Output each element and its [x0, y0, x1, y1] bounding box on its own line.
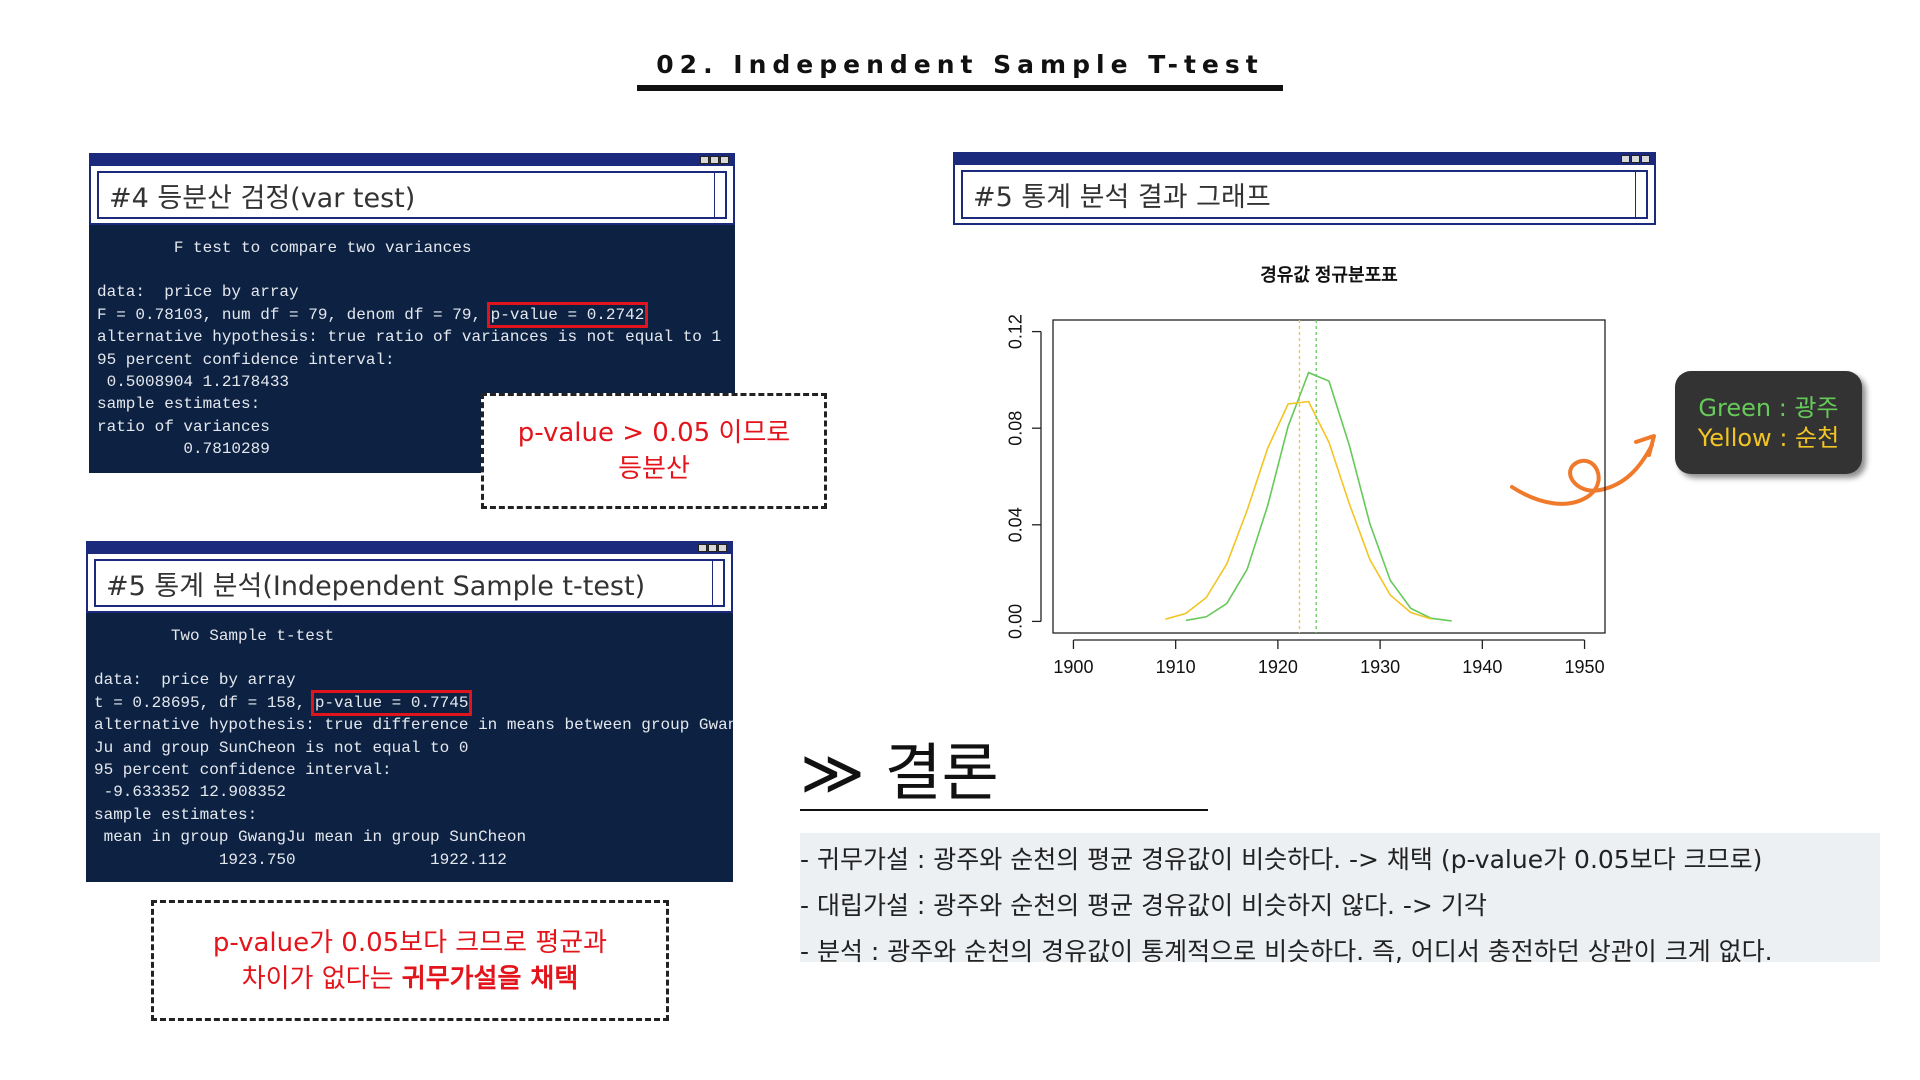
window: #5 통계 분석(Independent Sample t-test)	[86, 541, 733, 613]
window: #4 등분산 검정(var test)	[89, 153, 735, 225]
console-line: data: price by array	[94, 671, 296, 690]
console-line: F = 0.78103, num df = 79, denom df = 79,…	[97, 301, 735, 328]
window-title: #4 등분산 검정(var test)	[97, 171, 727, 219]
chart-title: 경유값 정규분포표	[1260, 265, 1397, 285]
arrow	[1510, 443, 1654, 506]
conclusion-list: - 귀무가설 : 광주와 순천의 평균 경유값이 비슷하다. -> 채택 (p-…	[800, 833, 1880, 966]
console-text: F = 0.78103, num df = 79, denom df = 79,	[97, 305, 491, 324]
console-line: sample estimates:	[94, 805, 258, 824]
y-tick-label: 0.08	[1006, 411, 1026, 446]
y-tick-label: 0.00	[1006, 604, 1026, 639]
console-text: t = 0.28695, df = 158,	[94, 693, 315, 712]
note-line: 등분산	[618, 454, 690, 484]
title-rule	[637, 85, 1283, 91]
conclusion-item: - 대립가설 : 광주와 순천의 평균 경유값이 비슷하지 않다. -> 기각	[800, 891, 1487, 920]
arrow-head	[1634, 434, 1656, 457]
series-line	[1165, 400, 1432, 620]
x-tick-label: 1900	[1053, 657, 1093, 677]
console-line: ratio of variances	[97, 417, 270, 436]
console-line: -9.633352 12.908352	[94, 783, 287, 802]
note: p-value가 0.05보다 크므로 평균과 차이가 없다는 귀무가설을 채택	[151, 900, 669, 1021]
window-bar	[88, 543, 731, 554]
conclusion-heading: ≫ 결론	[800, 736, 999, 809]
console-line: 95 percent confidence interval:	[97, 350, 395, 369]
console: Two Sample t-test data: price by array t =…	[86, 613, 733, 882]
y-tick-label: 0.12	[1006, 314, 1026, 349]
x-tick-label: 1910	[1156, 657, 1196, 677]
window-bar	[91, 155, 733, 166]
window-bar	[955, 154, 1654, 165]
window: #5 통계 분석 결과 그래프	[953, 152, 1656, 225]
legend-entry: Green : 광주	[1698, 393, 1839, 422]
y-tick-label: 0.04	[1006, 507, 1026, 542]
console-line: mean in group GwangJu mean in group SunC…	[94, 828, 527, 847]
window-title: #5 통계 분석(Independent Sample t-test)	[94, 559, 725, 607]
legend: Green : 광주 Yellow : 순천	[1675, 371, 1862, 474]
console-line: F test to compare two variances	[97, 239, 472, 257]
highlight: p-value = 0.2742	[486, 301, 649, 328]
console-line: 0.5008904 1.2178433	[97, 373, 290, 392]
console-line: 95 percent confidence interval:	[94, 761, 392, 780]
window-title: #5 통계 분석 결과 그래프	[961, 170, 1648, 219]
console-line: Two Sample t-test	[94, 627, 335, 645]
conclusion-item: - 분석 : 광주와 순천의 경유값이 통계적으로 비슷하다. 즉, 어디서 충…	[800, 937, 1773, 966]
x-tick-label: 1930	[1360, 657, 1400, 677]
console-line: Ju and group SunCheon is not equal to 0	[94, 738, 469, 757]
console-line: 0.7810289	[97, 440, 270, 459]
note-line: p-value > 0.05 이므로	[517, 418, 791, 448]
console-line: t = 0.28695, df = 158, p-value = 0.7745	[94, 689, 733, 716]
heading-rule	[800, 809, 1208, 811]
legend-entry: Yellow : 순천	[1697, 423, 1840, 452]
console-line: 1923.750 1922.112	[94, 850, 507, 869]
x-tick-label: 1950	[1565, 657, 1605, 677]
conclusion-item: - 귀무가설 : 광주와 순천의 평균 경유값이 비슷하다. -> 채택 (p-…	[800, 845, 1763, 874]
note-emphasis: 귀무가설을 채택	[401, 963, 579, 994]
note-line: 차이가 없다는 귀무가설을 채택	[154, 961, 666, 997]
console-line: data: price by array	[97, 283, 299, 302]
console-line: alternative hypothesis: true difference …	[94, 716, 733, 735]
series-line	[1185, 371, 1452, 622]
slide-title: 02. Independent Sample T-test	[656, 50, 1264, 79]
highlight: p-value = 0.7745	[310, 689, 473, 716]
x-tick-label: 1940	[1462, 657, 1502, 677]
x-tick-label: 1920	[1258, 657, 1298, 677]
plot-box	[1052, 319, 1606, 634]
note-text: 차이가 없다는	[241, 963, 402, 994]
console-line: sample estimates:	[97, 395, 261, 414]
note-line: p-value가 0.05보다 크므로 평균과	[212, 927, 608, 958]
console-line: alternative hypothesis: true ratio of va…	[97, 328, 722, 347]
